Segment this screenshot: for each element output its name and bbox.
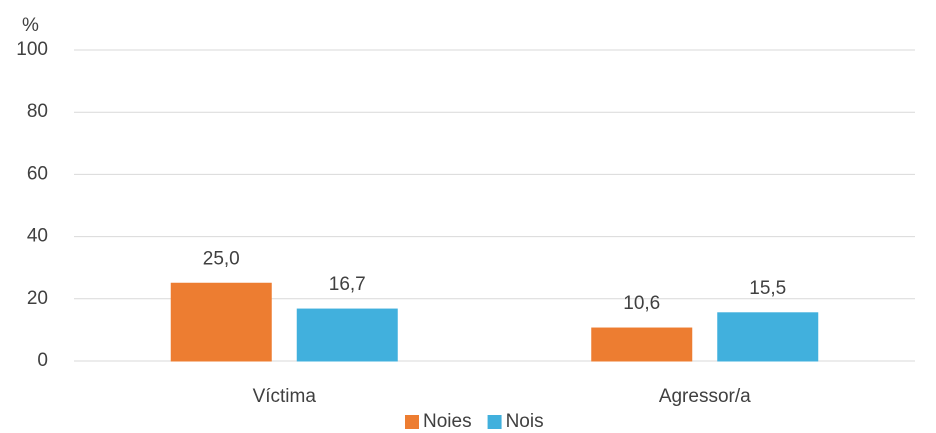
bar bbox=[591, 327, 693, 362]
y-tick-label: 20 bbox=[27, 288, 48, 309]
y-tick-label: 40 bbox=[27, 226, 48, 247]
bar bbox=[170, 282, 272, 362]
value-label: 16,7 bbox=[329, 274, 366, 295]
bar bbox=[296, 308, 398, 362]
y-axis-label: % bbox=[22, 15, 39, 36]
y-tick-label: 80 bbox=[27, 101, 48, 122]
legend-label: Nois bbox=[506, 411, 544, 432]
y-tick-label: 60 bbox=[27, 163, 48, 184]
x-tick-label: Agressor/a bbox=[659, 386, 751, 407]
legend-label: Noies bbox=[423, 411, 472, 432]
value-label: 15,5 bbox=[749, 278, 786, 299]
y-tick-label: 100 bbox=[16, 39, 48, 60]
x-tick-label: Víctima bbox=[253, 386, 317, 407]
value-label: 10,6 bbox=[623, 293, 660, 314]
legend-swatch bbox=[487, 415, 502, 429]
bar bbox=[717, 312, 819, 362]
legend-swatch bbox=[405, 415, 419, 429]
value-label: 25,0 bbox=[203, 248, 240, 269]
y-tick-label: 0 bbox=[37, 350, 48, 371]
